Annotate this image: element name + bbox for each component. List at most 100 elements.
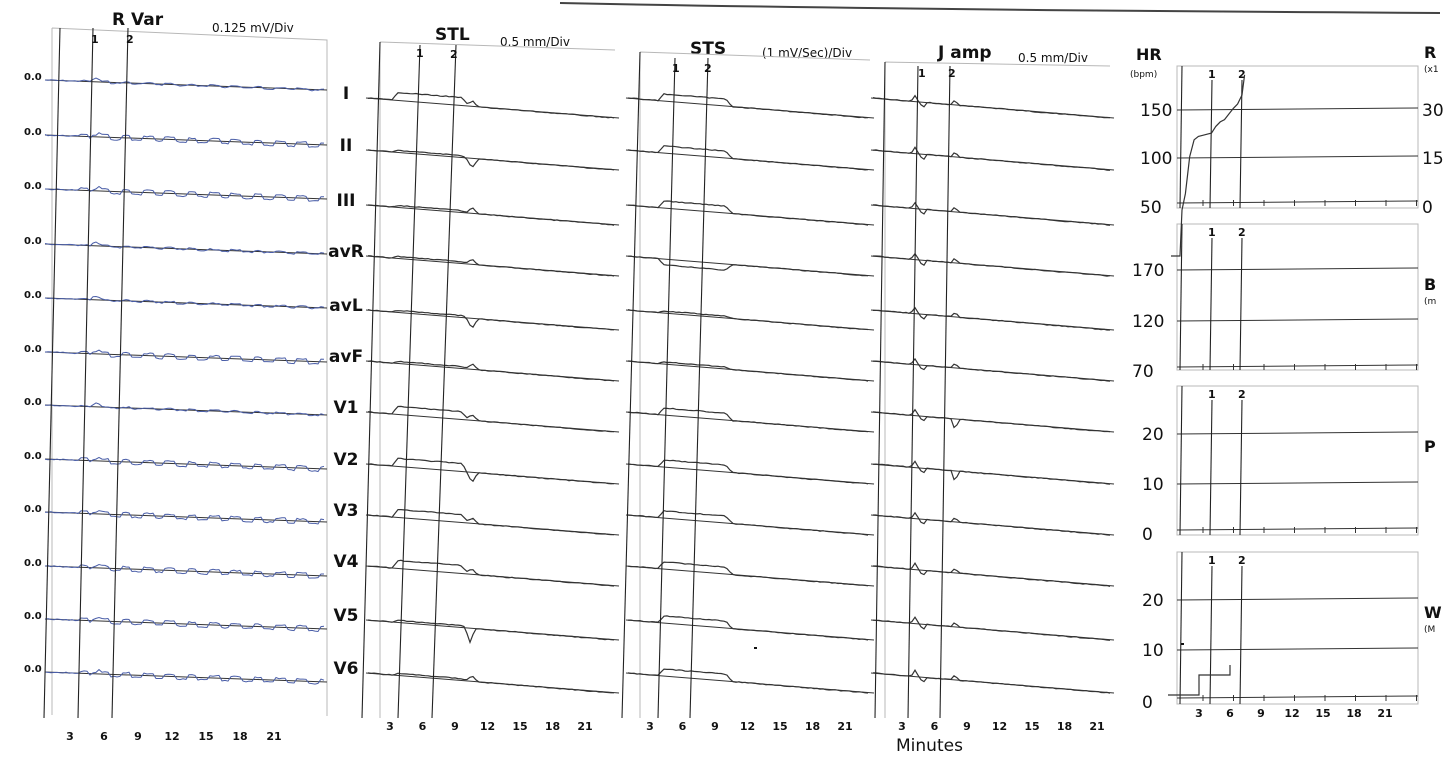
stl-marker-line-2: [431, 44, 457, 719]
stl-trace-11: [367, 672, 614, 694]
w-marker-line-1: [1239, 565, 1243, 705]
sts-trace-7: [627, 459, 869, 485]
lead-label-V3: V3: [334, 501, 359, 521]
page-edge-line: [559, 2, 1441, 14]
rvar-frame: [51, 27, 328, 716]
trend-x-tick-6: 6: [1226, 707, 1234, 720]
trend-x-tick-18: 18: [1346, 707, 1361, 720]
sts-marker-line-1: [657, 57, 676, 719]
rvar-y-label-9: 0.0: [24, 558, 42, 569]
jamp-trace-6: [872, 408, 1111, 433]
rvar-baseline-5: [44, 351, 328, 363]
speck-mark: [754, 647, 757, 649]
rvar-scale: 0.125 mV/Div: [212, 21, 294, 35]
rvar-baseline-10: [44, 618, 328, 630]
sts-x-tick-9: 9: [711, 720, 719, 733]
lead-label-V4: V4: [334, 552, 359, 572]
rvar-y-label-5: 0.0: [24, 344, 42, 355]
pv-gridline-2: [1176, 527, 1419, 531]
rvar-trace-6: [44, 402, 325, 417]
jamp-trace-3: [873, 252, 1111, 277]
pv-y-tick-2: 0: [1142, 525, 1153, 545]
rvar-baseline-7: [44, 458, 328, 470]
stl-x-tick-6: 6: [419, 720, 427, 733]
rvar-x-tick-18: 18: [232, 730, 247, 743]
w-gridline-1: [1176, 647, 1419, 651]
stl-trace-9: [367, 559, 615, 587]
sts-title: STS: [690, 39, 726, 59]
bp-y-tick-0: 170: [1132, 261, 1164, 281]
rvar-title: R Var: [112, 10, 164, 30]
sts-trace-1: [627, 145, 869, 171]
jamp-trace-8: [873, 511, 1111, 536]
lead-label-V6: V6: [334, 659, 359, 679]
rvar-y-label-4: 0.0: [24, 290, 42, 301]
sts-trace-2: [627, 200, 869, 226]
stl-x-tick-21: 21: [577, 720, 592, 733]
rvar-baseline-1: [44, 134, 328, 146]
hr-y-tick-0: 150: [1140, 101, 1172, 121]
sts-trace-6: [627, 407, 869, 433]
bp-y-tick-1: 120: [1132, 312, 1164, 332]
rvar-trace-10: [44, 616, 325, 633]
pv-y-tick-0: 20: [1142, 425, 1164, 445]
bp-marker-1: 1: [1208, 226, 1216, 239]
sts-x-tick-18: 18: [805, 720, 820, 733]
w-y-tick-2: 0: [1142, 693, 1153, 713]
hr-start-line: [1179, 65, 1183, 209]
jamp-title: J amp: [937, 43, 992, 63]
hr-frame: [1176, 65, 1419, 209]
hr-right-tick-2: 0: [1422, 198, 1433, 218]
jamp-trace-9: [873, 562, 1111, 587]
rvar-marker-line-2: [111, 27, 129, 719]
stl-frame: [379, 41, 616, 718]
rvar-trace-5: [44, 349, 325, 365]
w-gridline-0: [1176, 597, 1419, 601]
pv-right-label: P: [1424, 437, 1436, 456]
w-right-label: W: [1424, 603, 1442, 622]
lead-label-avR: avR: [328, 242, 364, 262]
hr-gridline-2: [1176, 200, 1419, 204]
rvar-trace-1: [44, 132, 325, 148]
stl-trace-7: [367, 457, 615, 485]
stl-x-tick-18: 18: [545, 720, 560, 733]
sts-x-tick-12: 12: [740, 720, 755, 733]
stl-trace-1: [367, 149, 615, 171]
pv-frame: [1176, 385, 1419, 536]
stl-trace-6: [367, 405, 615, 433]
rvar-trace-3: [44, 241, 325, 255]
rvar-y-label-10: 0.0: [24, 611, 42, 622]
lead-label-III: III: [337, 191, 356, 211]
sts-trace-10: [628, 615, 869, 641]
x-axis-title: Minutes: [896, 736, 963, 756]
rvar-baseline-9: [44, 565, 328, 577]
bp-start-line: [1179, 223, 1183, 371]
bp-gridline-0: [1176, 267, 1419, 271]
sts-marker-1: 1: [672, 62, 680, 75]
bp-y-tick-2: 70: [1132, 362, 1154, 382]
w-right-unit: (M: [1424, 625, 1435, 635]
trend-x-tick-3: 3: [1195, 707, 1203, 720]
hr-y-tick-1: 100: [1140, 149, 1172, 169]
bp-gridline-2: [1176, 364, 1419, 368]
rvar-marker-1: 1: [91, 33, 99, 46]
jamp-x-tick-15: 15: [1024, 720, 1039, 733]
hr-gridline-0: [1176, 107, 1419, 111]
stl-marker-line-0: [361, 41, 381, 719]
bp-gridline-1: [1176, 318, 1419, 322]
sts-trace-8: [627, 510, 869, 536]
rvar-x-tick-12: 12: [164, 730, 179, 743]
jamp-scale: 0.5 mm/Div: [1018, 51, 1088, 65]
bp-marker-line-1: [1239, 237, 1243, 371]
w-gridline-2: [1176, 695, 1419, 699]
sts-x-tick-15: 15: [772, 720, 787, 733]
sts-trace-0: [627, 93, 869, 119]
bp-marker-2: 2: [1238, 226, 1246, 239]
rvar-y-label-0: 0.0: [24, 72, 42, 83]
jamp-marker-1: 1: [918, 67, 926, 80]
pv-y-tick-1: 10: [1142, 475, 1164, 495]
stl-marker-2: 2: [450, 48, 458, 61]
lead-label-II: II: [340, 136, 353, 156]
jamp-x-tick-18: 18: [1057, 720, 1072, 733]
stl-x-tick-9: 9: [451, 720, 459, 733]
